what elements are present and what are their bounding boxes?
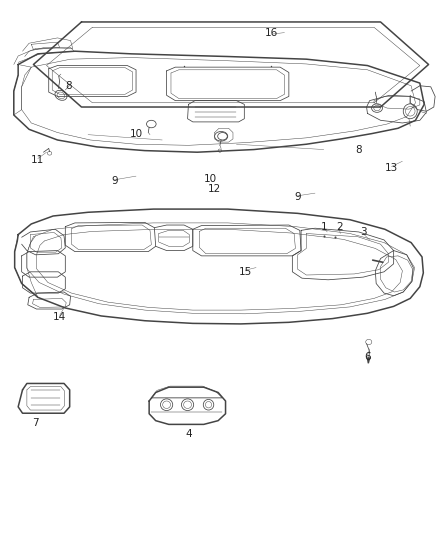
Text: 8: 8: [65, 81, 72, 91]
Polygon shape: [367, 358, 370, 364]
Text: 12: 12: [208, 184, 221, 195]
Text: 6: 6: [364, 352, 371, 362]
Text: 3: 3: [360, 227, 367, 237]
Text: 10: 10: [130, 128, 143, 139]
Text: 9: 9: [294, 192, 301, 203]
Text: 13: 13: [385, 163, 398, 173]
Text: 1: 1: [321, 222, 327, 232]
Text: 4: 4: [185, 429, 192, 439]
Text: 7: 7: [32, 418, 39, 429]
Text: 2: 2: [336, 222, 343, 232]
Text: 11: 11: [31, 155, 44, 165]
Text: 15: 15: [239, 267, 252, 277]
Text: 16: 16: [265, 28, 278, 38]
Text: 8: 8: [355, 144, 362, 155]
Text: 9: 9: [111, 176, 117, 187]
Text: 14: 14: [53, 312, 66, 322]
Text: 10: 10: [204, 174, 217, 184]
